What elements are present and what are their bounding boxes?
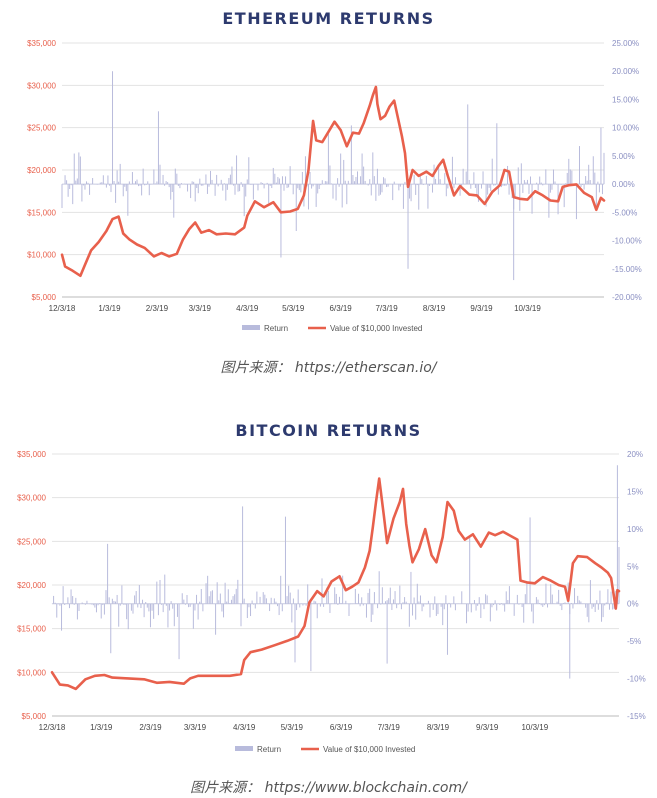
eth-left-axis-tick: $35,000 — [27, 39, 56, 48]
eth-legend-value-label: Value of $10,000 Invested — [330, 324, 422, 333]
btc-x-axis-tick: 2/3/19 — [139, 723, 162, 732]
btc-source-caption: 图片来源： https://www.blockchain.com/ — [190, 780, 467, 796]
btc-right-axis-tick: 0% — [627, 600, 639, 609]
btc-chart-title: BITCOIN RETURNS — [235, 421, 422, 440]
eth-right-axis-tick: -5.00% — [612, 208, 637, 217]
eth-right-axis-tick: 10.00% — [612, 124, 639, 133]
btc-x-axis-tick: 12/3/18 — [39, 723, 66, 732]
btc-left-axis-tick: $20,000 — [17, 581, 46, 590]
btc-value-line — [50, 477, 621, 691]
eth-chart-title: ETHEREUM RETURNS — [222, 9, 435, 28]
btc-left-axis-tick: $10,000 — [17, 668, 46, 677]
eth-legend-return-swatch — [242, 325, 260, 330]
btc-chart: $5,000 $10,000 $15,000 $20,000 $25,000 $30,00… — [17, 450, 646, 754]
btc-legend-return-label: Return — [257, 745, 281, 754]
eth-legend-return-label: Return — [264, 324, 288, 333]
eth-x-axis-tick: 7/3/19 — [375, 304, 398, 313]
btc-right-axis-tick: 20% — [627, 450, 643, 459]
eth-x-axis-tick: 12/3/18 — [49, 304, 76, 313]
eth-x-axis-tick: 6/3/19 — [330, 304, 353, 313]
btc-x-axis-tick: 9/3/19 — [476, 723, 499, 732]
btc-left-axis-tick: $35,000 — [17, 450, 46, 459]
btc-left-axis-tick: $30,000 — [17, 494, 46, 503]
eth-x-axis-tick: 5/3/19 — [282, 304, 305, 313]
btc-x-axis-tick: 7/3/19 — [378, 723, 401, 732]
btc-right-axis-tick: 10% — [627, 525, 643, 534]
eth-left-axis-tick: $30,000 — [27, 81, 56, 90]
btc-left-axis-tick: $5,000 — [22, 712, 47, 721]
eth-right-axis-tick: 25.00% — [612, 39, 639, 48]
eth-right-axis-tick: 5.00% — [612, 152, 635, 161]
eth-x-axis-tick: 9/3/19 — [470, 304, 493, 313]
eth-x-axis-tick: 4/3/19 — [236, 304, 259, 313]
eth-source-caption: 图片来源： https://etherscan.io/ — [220, 360, 437, 376]
eth-right-axis-tick: 15.00% — [612, 95, 639, 104]
btc-right-axis-tick: 15% — [627, 487, 643, 496]
eth-x-axis-tick: 8/3/19 — [423, 304, 446, 313]
eth-right-axis-tick: -10.00% — [612, 237, 642, 246]
btc-right-axis-tick: 5% — [627, 562, 639, 571]
btc-right-axis-tick: -10% — [627, 675, 646, 684]
eth-right-axis-tick: -20.00% — [612, 293, 642, 302]
eth-value-line — [60, 85, 606, 278]
btc-x-axis-tick: 3/3/19 — [184, 723, 207, 732]
eth-right-axis-tick: 20.00% — [612, 67, 639, 76]
eth-x-axis-tick: 3/3/19 — [189, 304, 212, 313]
eth-left-axis-tick: $10,000 — [27, 251, 56, 260]
btc-x-axis-tick: 4/3/19 — [233, 723, 256, 732]
btc-right-axis-tick: -15% — [627, 712, 646, 721]
eth-left-axis-tick: $20,000 — [27, 166, 56, 175]
eth-right-axis-tick: -15.00% — [612, 265, 642, 274]
eth-x-axis-tick: 10/3/19 — [514, 304, 541, 313]
eth-left-axis-tick: $25,000 — [27, 124, 56, 133]
btc-x-axis-tick: 8/3/19 — [427, 723, 450, 732]
eth-left-axis-tick: $15,000 — [27, 208, 56, 217]
btc-x-axis-tick: 1/3/19 — [90, 723, 113, 732]
eth-x-axis-tick: 2/3/19 — [146, 304, 169, 313]
btc-legend-return-swatch — [235, 746, 253, 751]
btc-x-axis-tick: 5/3/19 — [281, 723, 304, 732]
eth-x-axis-tick: 1/3/19 — [98, 304, 121, 313]
btc-x-axis-tick: 6/3/19 — [330, 723, 353, 732]
btc-legend-value-label: Value of $10,000 Invested — [323, 745, 415, 754]
btc-left-axis-tick: $15,000 — [17, 625, 46, 634]
btc-x-axis-tick: 10/3/19 — [521, 723, 548, 732]
btc-left-axis-tick: $25,000 — [17, 537, 46, 546]
eth-left-axis-tick: $5,000 — [32, 293, 57, 302]
eth-right-axis-tick: 0.00% — [612, 180, 635, 189]
eth-chart: $5,000 $10,000 $15,000 $20,000 $25,000 $30,00… — [27, 39, 642, 333]
btc-right-axis-tick: -5% — [627, 637, 641, 646]
